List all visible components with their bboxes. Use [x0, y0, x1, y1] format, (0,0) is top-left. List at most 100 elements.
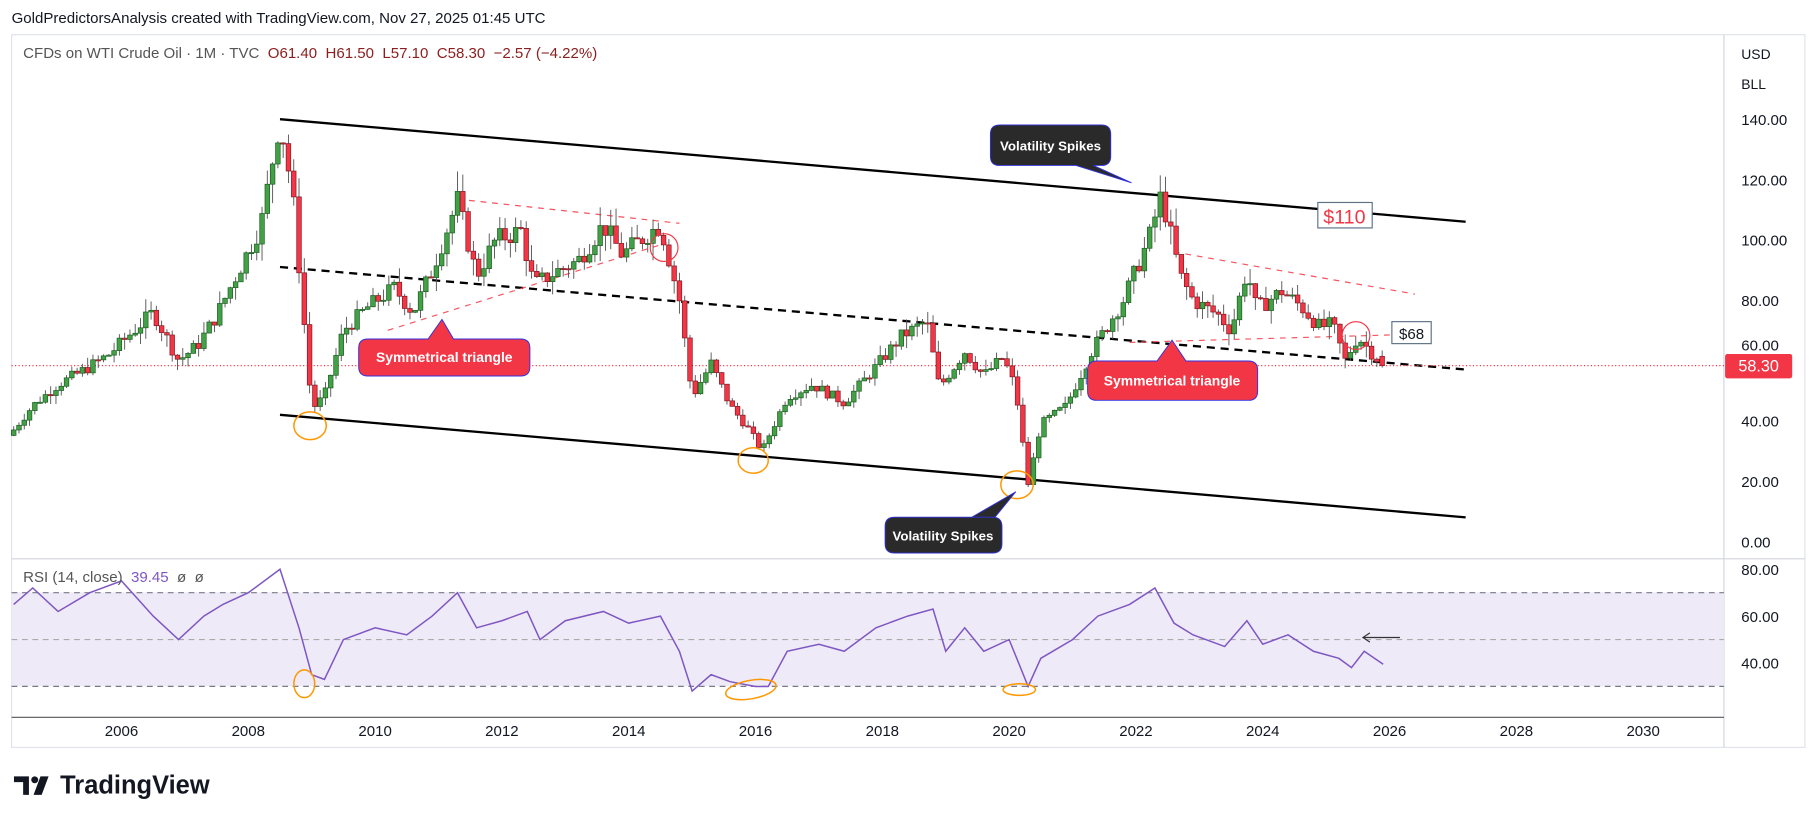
candle — [354, 300, 360, 332]
callout-volatility-bottom[interactable]: Volatility Spikes — [884, 491, 1017, 554]
candle — [481, 253, 487, 287]
candle — [402, 293, 408, 316]
trendline-lower-channel[interactable] — [279, 413, 1466, 519]
candle — [1152, 208, 1158, 243]
candle — [190, 340, 197, 354]
candle — [576, 247, 582, 264]
candle — [581, 247, 587, 270]
rsi-tick-label: 40.00 — [1741, 656, 1779, 673]
candle — [127, 329, 133, 343]
candle — [898, 329, 905, 350]
callout-volatility-top[interactable]: Volatility Spikes — [989, 124, 1132, 184]
rsi-extra: ø — [194, 568, 204, 586]
candle — [523, 221, 529, 277]
candle — [359, 307, 366, 313]
currency-label[interactable]: USD — [1741, 46, 1771, 63]
candle — [597, 207, 603, 262]
candle — [925, 311, 931, 333]
symbol-name[interactable]: CFDs on WTI Crude Oil · 1M · TVC — [23, 43, 260, 62]
candle — [121, 332, 128, 350]
candle — [930, 315, 936, 353]
candle — [201, 322, 207, 352]
candle — [972, 355, 978, 374]
trendline-triangle2-lower[interactable] — [1129, 333, 1415, 343]
trendline-triangle1-lower[interactable] — [387, 242, 667, 331]
candle — [555, 259, 561, 278]
candle — [1189, 282, 1195, 300]
candle — [375, 292, 381, 311]
candle — [1125, 277, 1132, 305]
price-tick-label: 80.00 — [1741, 293, 1779, 310]
candle — [740, 409, 746, 429]
candle — [58, 382, 64, 396]
candle — [888, 340, 894, 364]
unit-label[interactable]: BLL — [1741, 76, 1766, 93]
candle — [1173, 208, 1179, 258]
candle — [32, 401, 38, 415]
candle — [243, 251, 249, 280]
candle — [269, 162, 276, 204]
candle — [1226, 314, 1232, 346]
trendline-triangle1-upper[interactable] — [457, 198, 680, 224]
candle — [106, 354, 112, 357]
candle — [53, 386, 59, 404]
candle — [11, 426, 17, 437]
trendline-upper-channel[interactable] — [279, 118, 1466, 223]
candle — [697, 374, 704, 395]
last-price-badge: 58.30 — [1725, 354, 1793, 379]
red-circle — [1341, 321, 1371, 350]
orange-circle — [293, 411, 328, 441]
time-tick-label: 2018 — [866, 723, 899, 740]
orange-circle — [737, 447, 770, 474]
candle — [148, 301, 154, 320]
callout-symmetrical-triangle-2[interactable]: Symmetrical triangle — [1087, 339, 1259, 401]
candle — [63, 375, 70, 388]
candle — [586, 244, 593, 264]
price-tick-label: 140.00 — [1741, 112, 1787, 129]
candle — [370, 287, 376, 308]
candle — [1231, 308, 1237, 340]
candle — [803, 383, 809, 399]
candle — [861, 371, 868, 382]
callout-symmetrical-triangle-1[interactable]: Symmetrical triangle — [358, 318, 531, 377]
candle — [719, 371, 725, 388]
candle — [1194, 292, 1200, 318]
price-label-68[interactable]: $68 — [1391, 321, 1432, 345]
candle — [85, 357, 91, 376]
candle — [95, 355, 101, 369]
candle — [470, 240, 477, 276]
candle — [872, 358, 878, 386]
candle — [1347, 346, 1354, 361]
price-tick-label: 20.00 — [1741, 474, 1779, 491]
candle — [1141, 236, 1148, 278]
candle — [1284, 290, 1290, 297]
candle — [1168, 209, 1174, 245]
trendline-mid-channel[interactable] — [279, 265, 1466, 371]
candle — [153, 305, 160, 331]
candle — [814, 385, 820, 398]
candle — [988, 361, 994, 372]
candle — [993, 352, 1000, 372]
price-tick-label: 120.00 — [1741, 172, 1787, 189]
candle — [946, 374, 952, 385]
candle — [69, 366, 75, 381]
candle — [682, 295, 688, 348]
tradingview-logo[interactable]: TradingView — [13, 771, 210, 801]
callout-text: Symmetrical triangle — [1104, 372, 1241, 388]
candle — [866, 374, 873, 384]
price-label-110[interactable]: $110 — [1317, 201, 1373, 229]
rsi-extra: ø — [177, 568, 187, 586]
candle — [808, 378, 815, 392]
rsi-line — [13, 568, 1384, 693]
candle — [1078, 370, 1084, 396]
candle — [26, 408, 33, 426]
rsi-legend[interactable]: RSI (14, close) 39.45 ø ø — [23, 568, 204, 585]
candle — [232, 277, 239, 300]
candle — [164, 329, 170, 347]
candle — [1205, 300, 1211, 318]
candle — [291, 159, 297, 206]
candle — [882, 348, 889, 363]
candle — [423, 275, 429, 298]
orange-circle — [1002, 683, 1037, 697]
